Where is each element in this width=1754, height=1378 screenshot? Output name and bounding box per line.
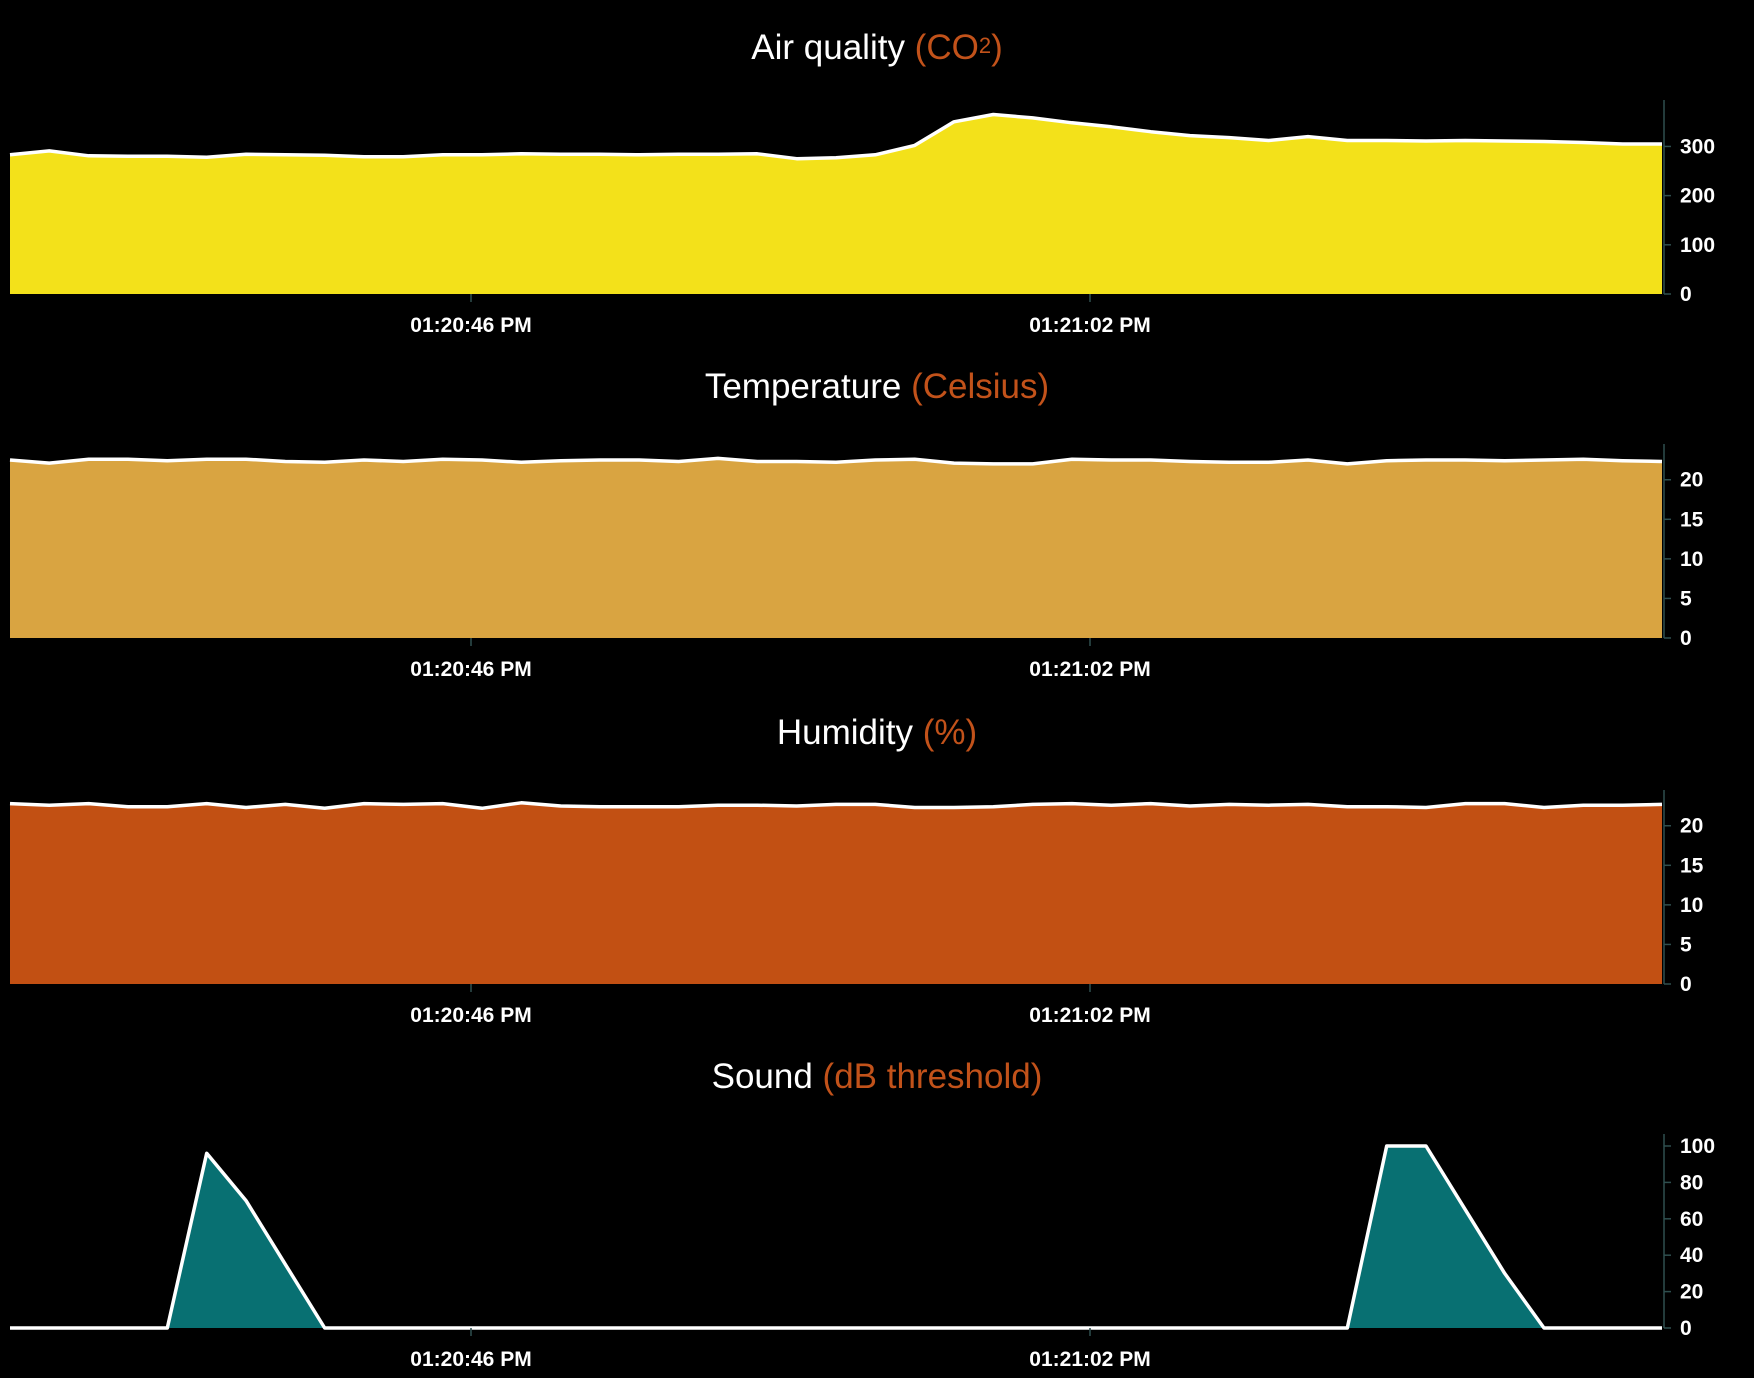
temperature-area: [10, 458, 1662, 638]
air-quality-y-tick-label: 100: [1680, 234, 1715, 257]
humidity-chart: 0 5 10 15 20 01:20:46 PM 01:21:02 PM: [9, 790, 1704, 1027]
humidity-y-tick-label: 20: [1680, 815, 1703, 838]
temperature-title-unit: (Celsius): [911, 367, 1050, 406]
air-quality-area: [10, 114, 1662, 294]
humidity-y-tick-label: 0: [1680, 973, 1692, 996]
humidity-y-tick-label: 5: [1680, 933, 1692, 956]
air-quality-y-tick-label: 300: [1680, 135, 1715, 158]
temperature-chart: 0 5 10 15 20 01:20:46 PM 01:21:02 PM: [9, 444, 1704, 681]
temperature-chart-title: Temperature (Celsius): [0, 367, 1754, 407]
humidity-x-tick-label: 01:21:02 PM: [1029, 1004, 1150, 1027]
sound-chart-title: Sound (dB threshold): [0, 1057, 1754, 1097]
sound-y-tick-label: 20: [1680, 1281, 1703, 1304]
sound-y-tick-label: 60: [1680, 1208, 1703, 1231]
temperature-x-tick-label: 01:21:02 PM: [1029, 658, 1150, 681]
humidity-y-tick-label: 10: [1680, 894, 1703, 917]
air-quality-x-tick-label: 01:20:46 PM: [410, 314, 531, 337]
temperature-x-tick-label: 01:20:46 PM: [410, 658, 531, 681]
air-quality-chart: 0 100 200 300 01:20:46 PM 01:21:02 PM: [9, 100, 1715, 337]
sound-chart: 0 20 40 60 80 100 01:20:46 PM 01:21:02 PM: [10, 1134, 1715, 1371]
humidity-x-tick-label: 01:20:46 PM: [410, 1004, 531, 1027]
temperature-y-tick-label: 5: [1680, 587, 1692, 610]
air-quality-x-tick-label: 01:21:02 PM: [1029, 314, 1150, 337]
humidity-title-unit: (%): [922, 713, 978, 752]
temperature-y-tick-label: 15: [1680, 508, 1704, 531]
sound-title-unit: (dB threshold): [822, 1057, 1043, 1096]
temperature-y-tick-label: 20: [1680, 469, 1703, 492]
air-quality-chart-title: Air quality (CO2): [0, 28, 1754, 68]
humidity-series-line: [9, 801, 1663, 811]
humidity-chart-title: Humidity (%): [0, 713, 1754, 753]
air-quality-title-text: Air quality: [751, 28, 915, 67]
sound-x-tick-label: 01:21:02 PM: [1029, 1348, 1150, 1371]
temperature-title-text: Temperature: [704, 367, 912, 406]
sound-y-tick-label: 40: [1680, 1244, 1703, 1267]
air-quality-title-unit-superscript: 2: [978, 33, 992, 58]
air-quality-series-line: [9, 112, 1662, 161]
sound-y-tick-label: 100: [1680, 1135, 1715, 1158]
air-quality-y-tick-label: 200: [1680, 185, 1715, 208]
temperature-y-tick-label: 10: [1680, 548, 1703, 571]
humidity-y-tick-label: 15: [1680, 854, 1704, 877]
humidity-area: [10, 802, 1662, 984]
temperature-series-line: [9, 456, 1663, 466]
sound-series-line: [10, 1144, 1662, 1330]
temperature-y-tick-label: 0: [1680, 627, 1692, 650]
air-quality-title-unit: (CO2): [914, 28, 1003, 67]
sound-y-tick-label: 80: [1680, 1171, 1703, 1194]
sound-area: [10, 1146, 1662, 1328]
humidity-title-text: Humidity: [776, 713, 923, 752]
sound-title-text: Sound: [711, 1057, 823, 1096]
air-quality-y-tick-label: 0: [1680, 283, 1692, 306]
sound-x-tick-label: 01:20:46 PM: [410, 1348, 531, 1371]
sound-y-tick-label: 0: [1680, 1317, 1692, 1340]
